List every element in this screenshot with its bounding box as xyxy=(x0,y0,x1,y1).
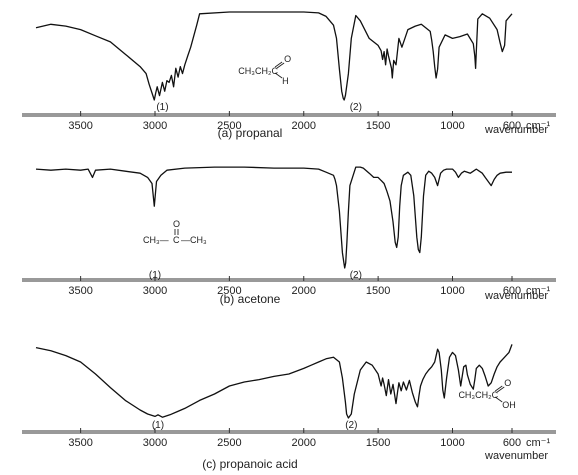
x-tick-label: 3000 xyxy=(143,285,167,297)
x-tick-label: 1500 xyxy=(366,120,390,132)
x-tick-label: 2500 xyxy=(217,437,241,449)
formula-text: OH xyxy=(502,400,516,410)
x-tick-label: 600 xyxy=(503,437,521,449)
x-axis-title: wavenumber xyxy=(484,290,548,302)
x-unit-label: cm⁻¹ xyxy=(526,285,550,297)
formula-bond xyxy=(496,386,505,393)
x-tick-label: 600 xyxy=(503,120,521,132)
chart-caption: (c) propanoic acid xyxy=(202,457,297,471)
formula-text: C xyxy=(173,235,180,245)
formula-bond xyxy=(494,385,503,392)
x-tick-label: 2000 xyxy=(292,120,316,132)
formula-text: CH₃CH₂C xyxy=(238,66,278,76)
peak-label: (1) xyxy=(152,420,164,431)
x-unit-label: cm⁻¹ xyxy=(526,437,550,449)
formula-text: —CH₃ xyxy=(181,235,207,245)
formula-text: O xyxy=(284,54,291,64)
x-axis-title: wavenumber xyxy=(484,450,548,462)
x-tick-label: 2000 xyxy=(292,285,316,297)
x-tick-label: 1500 xyxy=(366,437,390,449)
formula-text: CH₃— xyxy=(143,235,169,245)
chart-caption: (b) acetone xyxy=(220,292,281,306)
formula-text: O xyxy=(173,219,180,229)
peak-label: (2) xyxy=(350,102,362,113)
formula-bond xyxy=(494,396,503,403)
x-tick-label: 2500 xyxy=(217,120,241,132)
formula-bond xyxy=(274,72,283,79)
x-tick-label: 2500 xyxy=(217,285,241,297)
peak-label: (2) xyxy=(345,420,357,431)
x-tick-label: 3500 xyxy=(68,285,92,297)
formula-text: H xyxy=(282,76,289,86)
x-tick-label: 2000 xyxy=(292,437,316,449)
formula-bond xyxy=(276,62,285,69)
x-tick-label: 1500 xyxy=(366,285,390,297)
formula-text: O xyxy=(504,378,511,388)
spectrum-line xyxy=(35,11,513,101)
x-tick-label: 1000 xyxy=(440,120,464,132)
spectrum-line xyxy=(35,344,513,419)
x-tick-label: 3000 xyxy=(143,437,167,449)
x-tick-label: 3000 xyxy=(143,120,167,132)
x-unit-label: cm⁻¹ xyxy=(526,120,550,132)
x-tick-label: 1000 xyxy=(440,285,464,297)
peak-label: (1) xyxy=(149,270,161,281)
formula-text: CH₃CH₂C xyxy=(458,390,498,400)
x-tick-label: 600 xyxy=(503,285,521,297)
x-tick-label: 1000 xyxy=(440,437,464,449)
peak-label: (2) xyxy=(350,270,362,281)
formula-bond xyxy=(274,61,283,68)
spectrum-line xyxy=(35,166,512,269)
x-tick-label: 3500 xyxy=(68,120,92,132)
peak-label: (1) xyxy=(156,102,168,113)
chart-caption: (a) propanal xyxy=(218,126,283,140)
x-tick-label: 3500 xyxy=(68,437,92,449)
x-axis-title: wavenumber xyxy=(484,124,548,136)
